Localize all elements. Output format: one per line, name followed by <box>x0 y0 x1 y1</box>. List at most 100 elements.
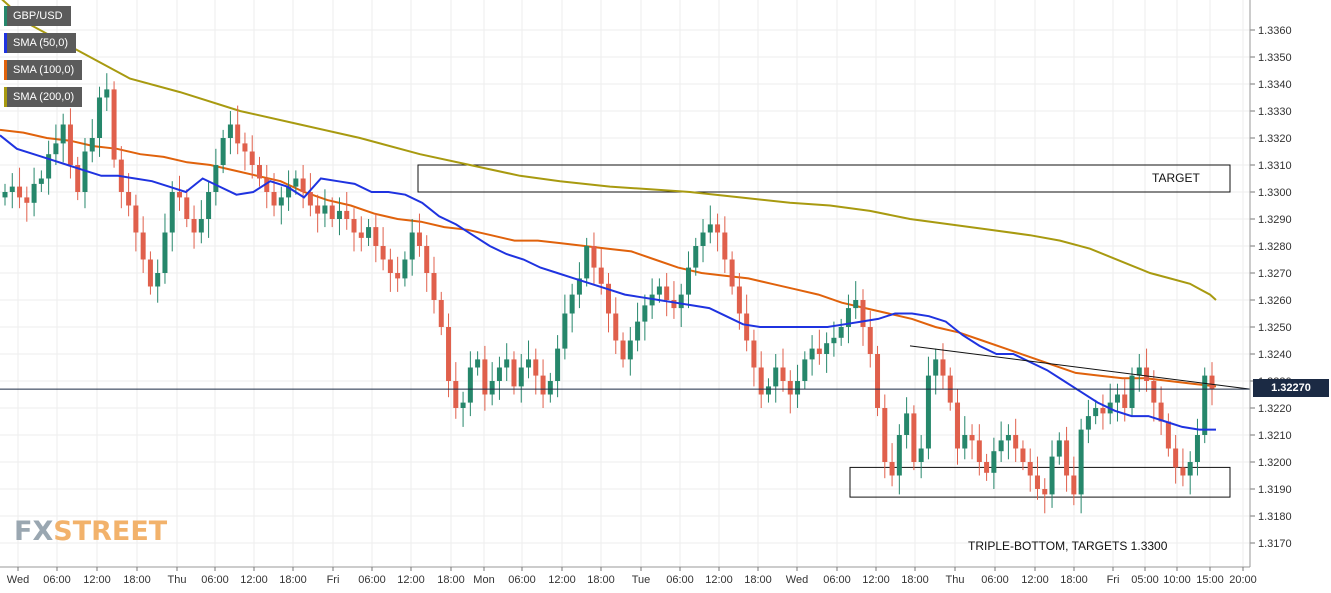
candle-body <box>613 313 619 341</box>
candle-body <box>882 408 888 462</box>
candle-body <box>67 124 73 165</box>
candles <box>2 73 1215 514</box>
candle-body <box>576 278 582 295</box>
x-tick-label: 06:00 <box>666 574 694 586</box>
candle-body <box>526 359 532 368</box>
candle-body <box>1078 429 1084 495</box>
x-tick-label: 18:00 <box>279 574 307 586</box>
y-tick-label: 1.3300 <box>1258 187 1292 199</box>
candle-body <box>475 359 481 368</box>
candle-body <box>380 246 386 260</box>
x-tick-label: 06:00 <box>508 574 536 586</box>
candle-body <box>656 286 662 295</box>
candle-body <box>373 227 379 246</box>
candle-body <box>227 124 233 138</box>
candle-body <box>896 435 902 476</box>
candle-body <box>736 286 742 314</box>
candle-body <box>911 413 917 462</box>
support-zone <box>849 466 1231 498</box>
candle-body <box>235 124 241 144</box>
y-tick-label: 1.3250 <box>1258 322 1292 334</box>
x-tick-label: 18:00 <box>587 574 615 586</box>
x-tick-label: 12:00 <box>83 574 111 586</box>
y-tick-label: 1.3180 <box>1258 511 1292 523</box>
candle-body <box>206 192 212 219</box>
candle-body <box>1020 448 1026 462</box>
y-tick-label: 1.3330 <box>1258 106 1292 118</box>
triple-bottom-label: TRIPLE-BOTTOM, TARGETS 1.3300 <box>968 539 1168 553</box>
candle-body <box>984 462 990 473</box>
candle-body <box>518 367 524 387</box>
candle-body <box>642 305 648 322</box>
candle-body <box>82 151 88 192</box>
candle-body <box>329 205 335 219</box>
candle-body <box>504 359 510 368</box>
candle-body <box>460 402 466 408</box>
candle-body <box>220 138 226 165</box>
candle-body <box>1187 462 1193 476</box>
x-tick-label: 18:00 <box>901 574 929 586</box>
x-tick-label: 06:00 <box>981 574 1009 586</box>
y-tick-label: 1.3290 <box>1258 214 1292 226</box>
candle-body <box>1034 475 1040 489</box>
y-tick-label: 1.3210 <box>1258 430 1292 442</box>
y-tick-label: 1.3220 <box>1258 403 1292 415</box>
candle-body <box>104 89 110 98</box>
x-tick-label: Mon <box>473 574 494 586</box>
legend-symbol: GBP/USD <box>4 6 71 26</box>
candle-body <box>75 165 81 192</box>
candle-body <box>256 165 262 179</box>
candle-body <box>453 381 459 408</box>
x-tick-label: Wed <box>7 574 29 586</box>
candle-body <box>213 165 219 192</box>
candle-body <box>198 219 204 233</box>
candle-body <box>1158 402 1164 422</box>
legend-sma100: SMA (100,0) <box>4 60 83 80</box>
candle-body <box>424 246 430 273</box>
candle-body <box>147 259 153 287</box>
candle-body <box>729 259 735 287</box>
candle-body <box>416 232 422 246</box>
candle-body <box>853 300 859 309</box>
y-tick-label: 1.3310 <box>1258 160 1292 172</box>
x-tick-label: 18:00 <box>1060 574 1088 586</box>
candle-body <box>184 197 190 219</box>
trendline <box>909 345 1251 390</box>
sma50-polyline <box>0 134 1216 431</box>
x-tick-label: Wed <box>786 574 808 586</box>
x-tick-label: 10:00 <box>1163 574 1191 586</box>
candle-body <box>446 327 452 381</box>
candle-body <box>962 435 968 449</box>
candle-body <box>111 89 117 160</box>
candle-body <box>591 246 597 268</box>
candle-body <box>438 300 444 327</box>
candle-body <box>358 232 364 238</box>
candle-body <box>53 143 59 155</box>
candle-body <box>402 259 408 279</box>
candle-body <box>155 273 161 287</box>
y-tick-label: 1.3360 <box>1258 25 1292 37</box>
candle-body <box>809 348 815 360</box>
candle-body <box>918 448 924 462</box>
candle-body <box>395 273 401 279</box>
candle-body <box>1173 448 1179 468</box>
legend-sma200: SMA (200,0) <box>4 87 83 107</box>
candle-body <box>482 359 488 395</box>
candle-body <box>795 381 801 395</box>
x-tick-label: 15:00 <box>1196 574 1224 586</box>
x-tick-label: 05:00 <box>1131 574 1159 586</box>
candle-body <box>46 154 52 179</box>
x-tick-label: 12:00 <box>397 574 425 586</box>
candle-body <box>140 232 146 260</box>
candle-body <box>1144 367 1150 381</box>
y-tick-label: 1.3340 <box>1258 79 1292 91</box>
x-tick-label: 06:00 <box>823 574 851 586</box>
candle-body <box>816 348 822 354</box>
x-tick-label: 06:00 <box>43 574 71 586</box>
candle-body <box>940 359 946 376</box>
y-tick-label: 1.3280 <box>1258 241 1292 253</box>
candle-body <box>1194 435 1200 462</box>
candle-body <box>1013 435 1019 449</box>
candle-body <box>700 232 706 246</box>
